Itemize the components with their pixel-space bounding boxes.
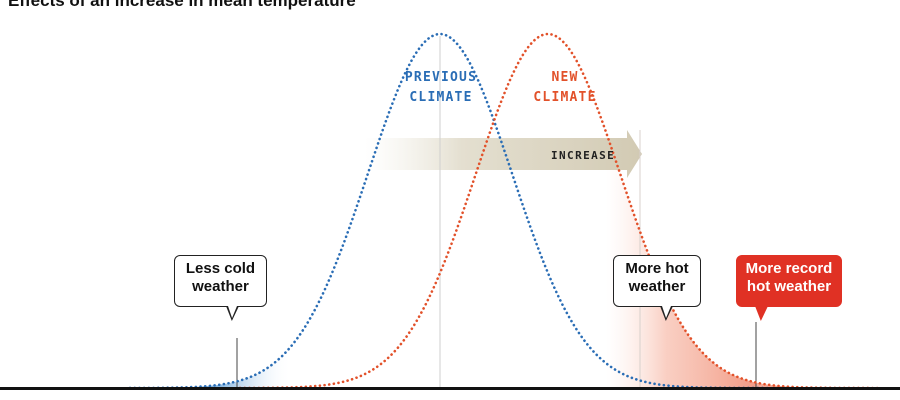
increase-label: INCREASE: [551, 149, 615, 162]
increase-arrow: [365, 130, 642, 178]
previous-climate-label-line-1: PREVIOUS: [405, 70, 477, 85]
new-climate-label-line-1: NEW: [551, 70, 578, 85]
more-record-hot-weather-callout: More record hot weather: [736, 255, 842, 307]
previous-climate-curve: [128, 32, 772, 390]
previous-climate-label-line-2: CLIMATE: [409, 90, 472, 105]
less-cold-weather-callout: Less cold weather: [174, 255, 267, 307]
hot-tail-shading: [606, 132, 756, 388]
figure-title: Effects of an increase in mean temperatu…: [8, 0, 356, 10]
new-climate-label-line-2: CLIMATE: [533, 90, 596, 105]
more-hot-weather-callout: More hot weather: [613, 255, 701, 307]
new-climate-curve: [238, 32, 882, 390]
